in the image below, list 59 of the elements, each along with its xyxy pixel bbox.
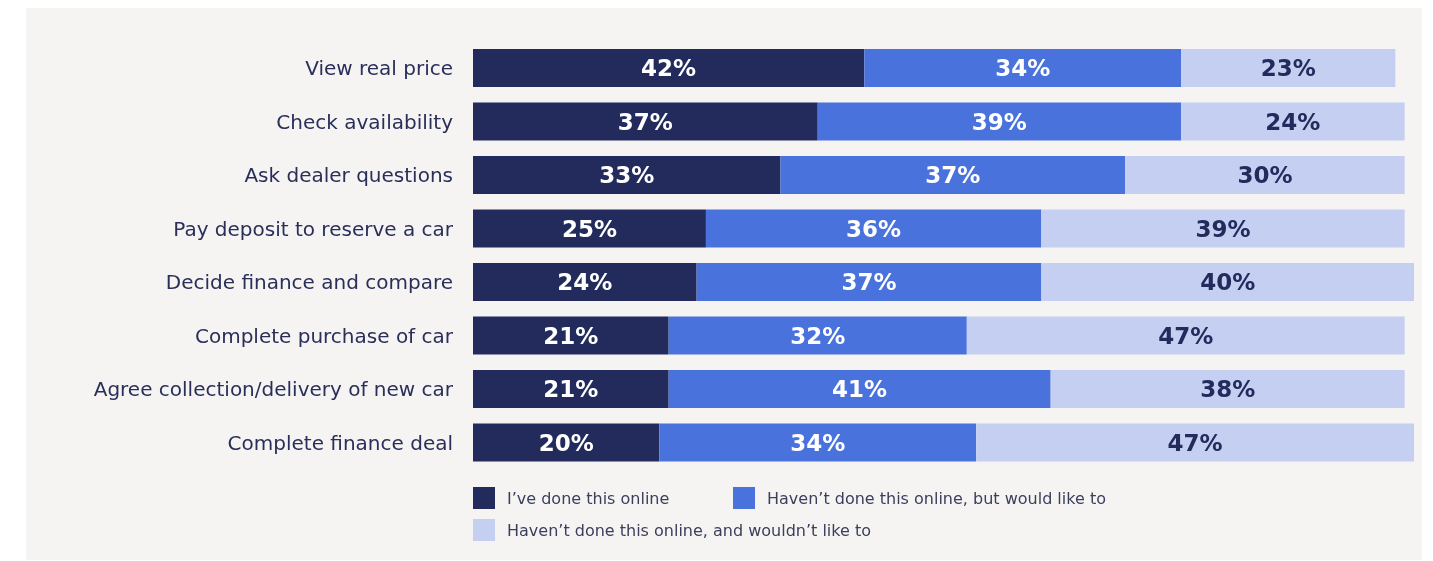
data-label: 37% [925,162,981,188]
data-label: 39% [1195,215,1251,242]
bar [473,370,669,408]
y-tick-label: Check availability [276,109,454,134]
bar [659,423,977,462]
data-label: 34% [995,55,1051,81]
bar [705,209,1042,248]
bar [1181,49,1396,87]
bar [1125,156,1405,194]
data-label: 32% [790,322,846,349]
data-label: 33% [599,162,655,188]
data-label: 34% [790,429,846,456]
data-label: 37% [617,108,673,135]
data-label: 21% [543,376,599,402]
bar [668,370,1051,408]
y-tick-label: Decide finance and compare [165,270,453,294]
bar [473,49,865,87]
bar [976,423,1414,462]
data-label: 40% [1200,269,1256,295]
data-label: 37% [841,269,897,295]
bar [473,209,706,248]
data-label: 23% [1260,55,1316,81]
bar [1041,209,1405,248]
bar [668,316,967,355]
bar [966,316,1405,355]
bar [1041,263,1414,301]
bar [473,156,781,194]
data-label: 20% [538,429,594,456]
y-tick-label: Pay deposit to reserve a car [173,216,454,241]
bar [473,102,818,141]
legend-label: I’ve done this online [507,489,670,508]
data-label: 47% [1158,322,1214,349]
data-label: 36% [846,215,902,242]
data-label: 21% [543,322,599,349]
data-label: 25% [561,215,617,242]
bar [473,263,697,301]
legend-label: Haven’t done this online, and wouldn’t like to [507,521,871,540]
y-tick-label: Complete purchase of car [194,323,454,348]
data-label: 38% [1200,376,1256,402]
bar [1050,370,1405,408]
y-tick-label: Complete finance deal [227,430,453,455]
bar [473,316,669,355]
legend-label: Haven’t done this online, but would like to [767,489,1106,508]
y-tick-label: Agree collection/delivery of new car [93,377,454,401]
bar [696,263,1042,301]
data-label: 41% [832,376,888,402]
bar [780,156,1126,194]
data-label: 39% [971,108,1027,135]
y-tick-label: Ask dealer questions [244,163,453,187]
bar [473,423,660,462]
data-label: 47% [1167,429,1223,456]
data-label: 30% [1237,162,1293,188]
bar [1181,102,1405,141]
data-label: 24% [1265,108,1321,135]
y-tick-label: View real price [305,56,453,80]
data-label: 42% [641,55,697,81]
data-label: 24% [557,269,613,295]
bar [817,102,1182,141]
bar [864,49,1182,87]
